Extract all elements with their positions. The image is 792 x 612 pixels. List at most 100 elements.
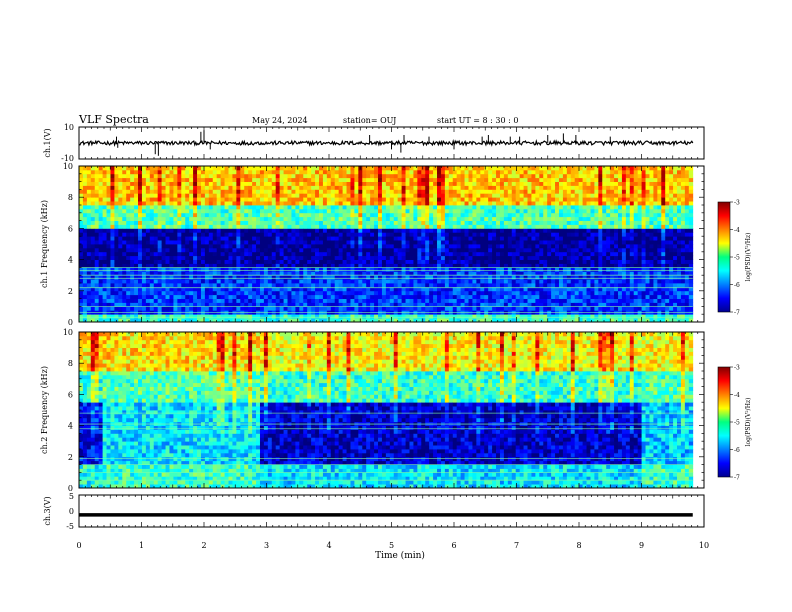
spectrogram-cell xyxy=(248,212,253,218)
spectrogram-cell xyxy=(267,255,273,260)
spectrogram-cell xyxy=(248,228,253,233)
spectrogram-cell xyxy=(220,181,225,186)
spectrogram-cell xyxy=(212,189,218,194)
spectrogram-cell xyxy=(417,279,422,284)
spectrogram-cell xyxy=(248,294,253,299)
spectrogram-cell xyxy=(409,259,414,264)
spectrogram-cell xyxy=(397,279,403,284)
spectrogram-cell xyxy=(295,224,300,229)
spectrogram-cell xyxy=(468,283,473,288)
spectrogram-cell xyxy=(118,263,123,268)
spectrogram-cell xyxy=(543,286,548,292)
spectrogram-cell xyxy=(330,205,336,210)
spectrogram-cell xyxy=(464,193,469,198)
spectrogram-cell xyxy=(417,247,422,253)
spectrogram-cell xyxy=(452,189,458,194)
spectrogram-cell xyxy=(358,220,363,225)
spectrogram-cell xyxy=(468,314,473,319)
spectrogram-cell xyxy=(539,259,544,264)
spectrogram-cell xyxy=(256,306,261,311)
spectrogram-cell xyxy=(145,314,151,319)
spectrogram-cell xyxy=(523,189,528,194)
spectrogram-cell xyxy=(299,177,304,182)
spectrogram-cell xyxy=(342,283,347,288)
spectrogram-cell xyxy=(389,197,395,202)
spectrogram-cell xyxy=(291,251,296,257)
spectrogram-cell xyxy=(523,267,528,272)
spectrogram-cell xyxy=(409,314,414,319)
spectrogram-cell xyxy=(507,271,513,276)
spectrogram-cell xyxy=(291,173,296,179)
spectrogram-cell xyxy=(149,294,155,299)
spectrogram-cell xyxy=(421,318,426,323)
spectrogram-cell xyxy=(102,240,107,245)
spectrogram-cell xyxy=(503,283,509,288)
spectrogram-cell xyxy=(236,271,241,276)
spectrogram-cell xyxy=(452,271,458,276)
spectrogram-cell xyxy=(248,267,253,272)
spectrogram-cell xyxy=(177,228,182,233)
spectrogram-cell xyxy=(204,298,210,303)
spectrogram-cell xyxy=(177,298,182,303)
spectrogram-cell xyxy=(252,224,257,229)
spectrogram-cell xyxy=(204,220,210,225)
spectrogram-cell xyxy=(397,240,403,245)
spectrogram-cell xyxy=(527,244,532,249)
spectrogram-cell xyxy=(484,251,489,257)
spectrogram-cell xyxy=(98,205,103,210)
spectrogram-cell xyxy=(523,177,528,182)
spectrogram-cell xyxy=(311,232,316,237)
spectrogram-cell xyxy=(315,263,320,268)
spectrogram-cell xyxy=(200,267,206,272)
spectrogram-cell xyxy=(220,279,225,284)
spectrogram-cell xyxy=(484,181,489,186)
spectrogram-cell xyxy=(98,302,103,307)
spectrogram-cell xyxy=(393,302,399,307)
spectrogram-cell xyxy=(503,220,509,225)
ch1-spectrogram-image xyxy=(79,166,694,323)
spectrogram-cell xyxy=(523,201,528,206)
spectrogram-cell xyxy=(362,185,367,190)
spectrogram-cell xyxy=(444,279,450,284)
spectrogram-cell xyxy=(366,236,371,241)
spectrogram-cell xyxy=(224,302,229,307)
spectrogram-cell xyxy=(535,279,540,284)
spectrogram-cell xyxy=(82,251,88,257)
spectrogram-cell xyxy=(173,294,178,299)
spectrogram-cell xyxy=(354,232,359,237)
spectrogram-cell xyxy=(326,208,332,214)
spectrogram-cell xyxy=(488,201,493,206)
spectrogram-cell xyxy=(248,189,253,194)
spectrogram-cell xyxy=(141,216,147,221)
spectrogram-cell xyxy=(130,166,135,171)
spectrogram-cell xyxy=(330,189,336,194)
spectrogram-cell xyxy=(531,208,536,214)
spectrogram-cell xyxy=(134,286,139,292)
spectrogram-cell xyxy=(200,275,206,280)
spectrogram-cell xyxy=(110,169,115,175)
spectrogram-cell xyxy=(126,185,131,190)
spectrogram-cell xyxy=(220,314,225,319)
spectrogram-cell xyxy=(362,181,367,186)
spectrogram-cell xyxy=(126,275,131,280)
spectrogram-cell xyxy=(417,263,422,268)
spectrogram-cell xyxy=(263,314,269,319)
spectrogram-cell xyxy=(311,216,316,221)
spectrogram-cell xyxy=(456,286,462,292)
spectrogram-cell xyxy=(295,173,300,179)
spectrogram-cell xyxy=(110,189,115,194)
spectrogram-cell xyxy=(134,193,139,198)
spectrogram-cell xyxy=(535,197,540,202)
spectrogram-cell xyxy=(362,205,367,210)
spectrogram-cell xyxy=(318,244,324,249)
spectrogram-cell xyxy=(472,189,477,194)
spectrogram-cell xyxy=(354,177,359,182)
spectrogram-cell xyxy=(193,189,198,194)
spectrogram-cell xyxy=(326,220,332,225)
spectrogram-cell xyxy=(539,201,544,206)
spectrogram-cell xyxy=(318,306,324,311)
spectrogram-cell xyxy=(346,294,351,299)
spectrogram-cell xyxy=(448,251,454,257)
spectrogram-cell xyxy=(256,251,261,257)
spectrogram-cell xyxy=(342,197,347,202)
